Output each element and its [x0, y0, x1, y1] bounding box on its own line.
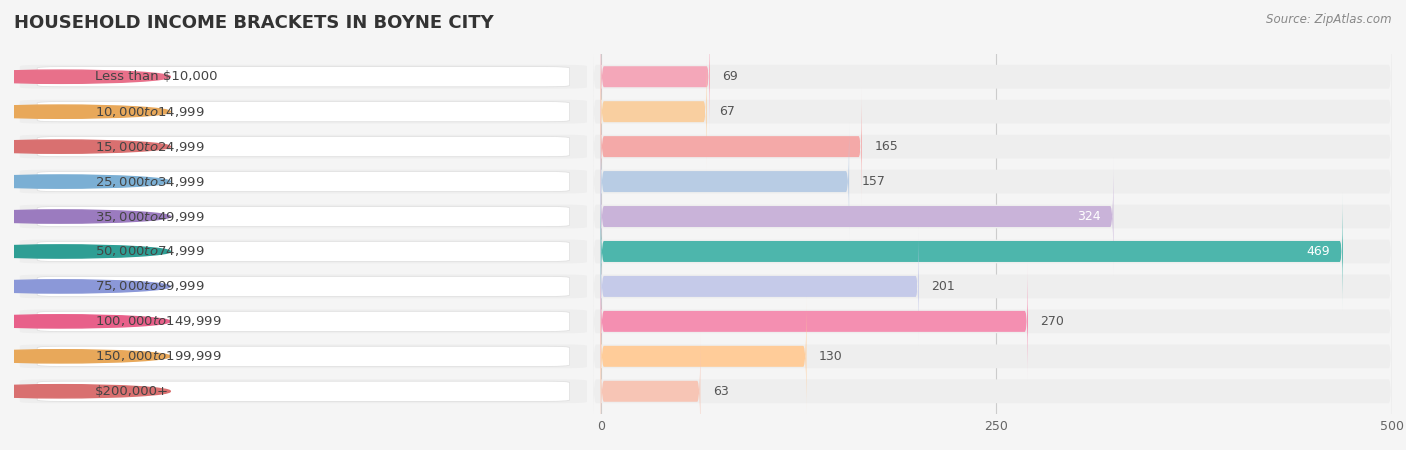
Circle shape	[0, 105, 170, 118]
FancyBboxPatch shape	[600, 332, 700, 450]
Text: Source: ZipAtlas.com: Source: ZipAtlas.com	[1267, 14, 1392, 27]
Circle shape	[0, 350, 170, 363]
FancyBboxPatch shape	[37, 346, 569, 366]
FancyBboxPatch shape	[20, 170, 586, 194]
FancyBboxPatch shape	[20, 344, 586, 368]
Text: $25,000 to $34,999: $25,000 to $34,999	[96, 175, 205, 189]
FancyBboxPatch shape	[600, 297, 807, 416]
FancyBboxPatch shape	[593, 333, 1392, 449]
FancyBboxPatch shape	[600, 262, 1028, 381]
Text: 157: 157	[862, 175, 886, 188]
Circle shape	[0, 385, 170, 398]
FancyBboxPatch shape	[600, 122, 849, 241]
Text: 469: 469	[1306, 245, 1330, 258]
Circle shape	[0, 70, 170, 83]
Circle shape	[0, 315, 170, 328]
FancyBboxPatch shape	[600, 87, 862, 206]
Text: $150,000 to $199,999: $150,000 to $199,999	[96, 349, 222, 363]
Text: 270: 270	[1040, 315, 1064, 328]
Text: Less than $10,000: Less than $10,000	[96, 70, 218, 83]
FancyBboxPatch shape	[593, 158, 1392, 274]
Text: $75,000 to $99,999: $75,000 to $99,999	[96, 279, 205, 293]
Text: 165: 165	[875, 140, 898, 153]
FancyBboxPatch shape	[593, 19, 1392, 135]
Circle shape	[0, 210, 170, 223]
Circle shape	[0, 140, 170, 153]
FancyBboxPatch shape	[20, 205, 586, 229]
Text: $15,000 to $24,999: $15,000 to $24,999	[96, 140, 205, 153]
Text: $10,000 to $14,999: $10,000 to $14,999	[96, 105, 205, 119]
FancyBboxPatch shape	[37, 136, 569, 157]
FancyBboxPatch shape	[593, 194, 1392, 310]
Text: $200,000+: $200,000+	[96, 385, 169, 398]
FancyBboxPatch shape	[37, 311, 569, 332]
Text: 69: 69	[723, 70, 738, 83]
FancyBboxPatch shape	[20, 239, 586, 263]
Circle shape	[0, 245, 170, 258]
FancyBboxPatch shape	[37, 67, 569, 87]
Text: 67: 67	[720, 105, 735, 118]
FancyBboxPatch shape	[37, 381, 569, 401]
FancyBboxPatch shape	[20, 274, 586, 298]
Text: $35,000 to $49,999: $35,000 to $49,999	[96, 210, 205, 224]
Text: 130: 130	[820, 350, 842, 363]
FancyBboxPatch shape	[600, 192, 1343, 311]
Text: $50,000 to $74,999: $50,000 to $74,999	[96, 244, 205, 258]
FancyBboxPatch shape	[20, 135, 586, 158]
Text: 201: 201	[931, 280, 955, 293]
Text: $100,000 to $149,999: $100,000 to $149,999	[96, 315, 222, 328]
Circle shape	[0, 175, 170, 188]
FancyBboxPatch shape	[37, 207, 569, 227]
FancyBboxPatch shape	[37, 171, 569, 192]
Circle shape	[0, 280, 170, 293]
FancyBboxPatch shape	[593, 54, 1392, 170]
FancyBboxPatch shape	[600, 157, 1114, 276]
FancyBboxPatch shape	[20, 310, 586, 333]
Text: 63: 63	[713, 385, 728, 398]
FancyBboxPatch shape	[600, 17, 710, 136]
FancyBboxPatch shape	[593, 229, 1392, 344]
FancyBboxPatch shape	[593, 298, 1392, 414]
Text: 324: 324	[1077, 210, 1101, 223]
FancyBboxPatch shape	[37, 102, 569, 122]
Text: HOUSEHOLD INCOME BRACKETS IN BOYNE CITY: HOUSEHOLD INCOME BRACKETS IN BOYNE CITY	[14, 14, 494, 32]
FancyBboxPatch shape	[600, 52, 707, 171]
FancyBboxPatch shape	[593, 89, 1392, 205]
FancyBboxPatch shape	[20, 379, 586, 403]
FancyBboxPatch shape	[20, 65, 586, 89]
FancyBboxPatch shape	[20, 100, 586, 124]
FancyBboxPatch shape	[593, 124, 1392, 239]
FancyBboxPatch shape	[593, 263, 1392, 379]
FancyBboxPatch shape	[37, 276, 569, 297]
FancyBboxPatch shape	[600, 227, 918, 346]
FancyBboxPatch shape	[37, 241, 569, 261]
